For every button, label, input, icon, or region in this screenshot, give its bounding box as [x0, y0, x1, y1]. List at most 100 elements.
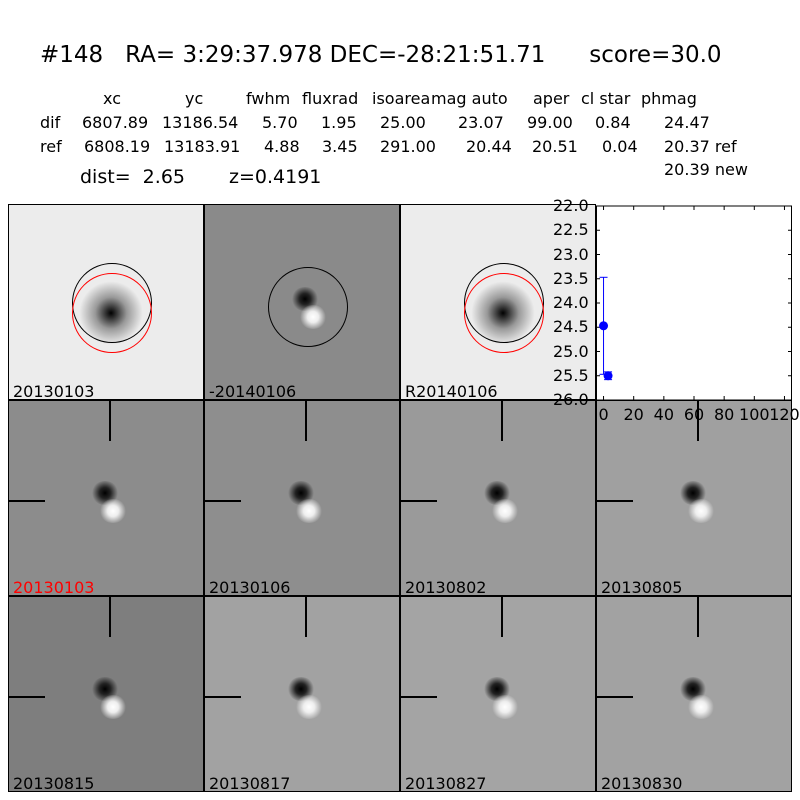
stamp-date-label: 20130830: [601, 774, 683, 792]
positive-residual: [687, 499, 715, 523]
image-stamp[interactable]: 20130103: [8, 400, 204, 596]
image-stamp[interactable]: 20130805: [596, 400, 792, 596]
table-cell: 13183.91: [164, 137, 241, 156]
column-header: cl star: [581, 89, 631, 108]
stamp-date-label: R20140106: [405, 382, 498, 400]
column-header: fwhm: [246, 89, 291, 108]
table-cell: 24.47: [664, 113, 710, 132]
table-cell: 13186.54: [162, 113, 239, 132]
crosshair-horizontal: [597, 696, 633, 698]
column-header: fluxrad: [302, 89, 359, 108]
table-cell: 23.07: [458, 113, 504, 132]
positive-residual: [99, 695, 127, 719]
image-stamp[interactable]: 20130106: [204, 400, 400, 596]
image-stamp[interactable]: R20140106: [400, 204, 596, 400]
y-tick-label: 26.0: [553, 390, 589, 409]
x-tick-label: 0: [598, 405, 608, 424]
column-header: yc: [185, 89, 204, 108]
y-tick-label: 22.5: [553, 220, 589, 240]
y-tick-label: 23.5: [553, 268, 589, 288]
table-cell: 0.84: [595, 113, 631, 132]
data-point: [603, 371, 613, 381]
table-cell: 3.45: [322, 137, 358, 156]
crosshair-horizontal: [205, 500, 241, 502]
x-tick-label: 60: [684, 405, 704, 424]
image-stamp[interactable]: -20140106: [204, 204, 400, 400]
stamp-date-label: 20130827: [405, 774, 487, 792]
stamp-date-label: 20130103: [13, 578, 95, 596]
stamp-date-label: -20140106: [209, 382, 297, 400]
x-tick-label: 120: [769, 405, 800, 424]
redshift-value: z=0.4191: [229, 166, 322, 188]
table-cell: 0.04: [602, 137, 638, 156]
crosshair-vertical: [501, 597, 503, 637]
data-point: [599, 321, 609, 331]
image-stamp[interactable]: 20130802: [400, 400, 596, 596]
stamp-date-label: 20130817: [209, 774, 291, 792]
y-tick-label: 25.5: [553, 365, 589, 385]
x-tick-label: 20: [624, 405, 644, 424]
y-tick-label: 24.0: [553, 293, 589, 312]
crosshair-vertical: [697, 401, 699, 441]
row-label: ref: [40, 137, 62, 156]
aperture-circle: [268, 267, 348, 347]
table-cell: 4.88: [264, 137, 300, 156]
crosshair-vertical: [109, 597, 111, 637]
crosshair-horizontal: [9, 500, 45, 502]
positive-residual: [687, 695, 715, 719]
positive-residual: [99, 499, 127, 523]
plot-frame: [596, 205, 792, 401]
crosshair-horizontal: [597, 500, 633, 502]
table-cell: 20.51: [532, 137, 578, 156]
table-cell: 20.37 ref: [664, 137, 737, 156]
column-header: mag auto: [431, 89, 508, 108]
positive-residual: [295, 499, 323, 523]
image-stamp[interactable]: 20130817: [204, 596, 400, 792]
stamp-date-label: 20130103: [13, 382, 95, 400]
positive-residual: [295, 695, 323, 719]
x-tick-label: 80: [714, 405, 734, 424]
column-header: aper: [533, 89, 570, 108]
positive-residual: [491, 499, 519, 523]
table-cell: 6808.19: [84, 137, 151, 156]
stamp-date-label: 20130106: [209, 578, 291, 596]
crosshair-horizontal: [9, 696, 45, 698]
table-cell: 20.44: [466, 137, 512, 156]
image-stamp[interactable]: 20130830: [596, 596, 792, 792]
crosshair-vertical: [501, 401, 503, 441]
crosshair-vertical: [305, 597, 307, 637]
crosshair-vertical: [305, 401, 307, 441]
column-header: xc: [103, 89, 121, 108]
crosshair-horizontal: [205, 696, 241, 698]
phmag-new: 20.39 new: [664, 160, 748, 179]
table-cell: 25.00: [380, 113, 426, 132]
x-tick-label: 100: [739, 405, 770, 424]
ref-circle: [464, 273, 544, 353]
dist-value: dist= 2.65: [80, 166, 185, 188]
image-stamp[interactable]: 20130103: [8, 204, 204, 400]
crosshair-horizontal: [401, 500, 437, 502]
crosshair-vertical: [109, 401, 111, 441]
column-header: phmag: [641, 89, 697, 108]
table-cell: 99.00: [527, 113, 573, 132]
table-cell: 1.95: [321, 113, 357, 132]
ref-circle: [72, 273, 152, 353]
stamp-date-label: 20130815: [13, 774, 95, 792]
y-tick-label: 25.0: [553, 341, 589, 361]
table-cell: 5.70: [262, 113, 298, 132]
x-tick-label: 40: [654, 405, 674, 424]
y-tick-label: 24.5: [553, 317, 589, 337]
table-cell: 291.00: [380, 137, 436, 156]
table-cell: 6807.89: [82, 113, 149, 132]
light-curve-plot: 0 20 40 60 80 100 120: [596, 205, 800, 424]
image-stamp[interactable]: 20130827: [400, 596, 596, 792]
stamp-date-label: 20130805: [601, 578, 683, 596]
y-tick-label: 22.0: [553, 196, 589, 215]
crosshair-horizontal: [401, 696, 437, 698]
row-label: dif: [40, 113, 61, 132]
crosshair-vertical: [697, 597, 699, 637]
y-tick-label: 23.0: [553, 244, 589, 264]
image-stamp[interactable]: 20130815: [8, 596, 204, 792]
stamp-date-label: 20130802: [405, 578, 487, 596]
positive-residual: [491, 695, 519, 719]
